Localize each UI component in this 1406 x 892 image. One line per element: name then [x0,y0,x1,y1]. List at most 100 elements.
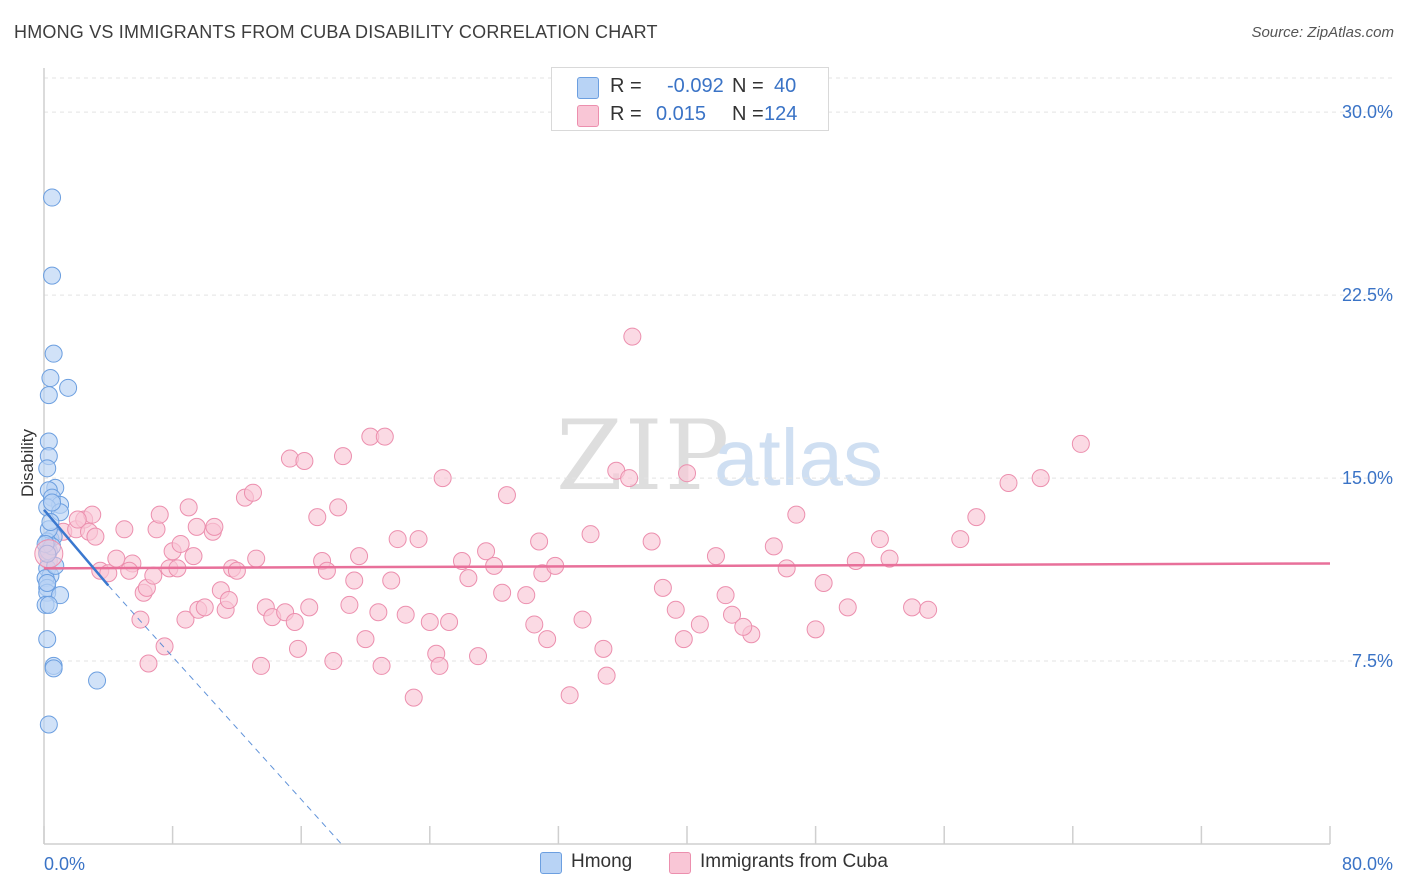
cuba-point [300,598,319,617]
y-tick-label: 7.5% [1352,651,1393,671]
cuba-trend-line [43,562,1331,570]
hmong-point [39,386,58,405]
cuba-point [252,656,271,675]
y-axis-label: Disability [18,428,37,497]
legend-r-label: R = [610,75,642,97]
hmong-point [44,659,63,678]
hmong-point [39,715,58,734]
hmong-point [41,369,60,388]
cuba-point [716,586,735,605]
cuba-point [340,595,359,614]
cuba-point [68,510,87,529]
x-tick-label-max: 80.0% [1342,854,1393,874]
cuba-point [880,549,899,568]
cuba-point [806,620,825,639]
cuba-point [333,447,352,466]
cuba-swatch [577,105,599,127]
cuba-point [285,613,304,632]
cuba-point [345,571,364,590]
cuba-point [350,547,369,566]
cuba-point [452,552,471,571]
cuba-point [787,505,806,524]
cuba-point [107,549,126,568]
cuba-point [388,530,407,549]
hmong-point [59,378,78,397]
legend-r-value: 0.015 [656,103,707,125]
cuba-point [34,539,64,569]
hmong-point [43,188,62,207]
cuba-point [525,615,544,634]
cuba-point [187,517,206,536]
cuba-point [195,598,214,617]
y-tick-label: 30.0% [1342,102,1393,122]
cuba-point [139,654,158,673]
cuba-point [150,505,169,524]
cuba-point [317,561,336,580]
cuba-point [560,686,579,705]
cuba-point [690,615,709,634]
y-tick-label: 15.0% [1342,468,1393,488]
cuba-point [115,520,134,539]
cuba-point [205,517,224,536]
cuba-point [329,498,348,517]
cuba-point [247,549,266,568]
cuba-point [372,656,391,675]
hmong-point [88,671,107,690]
cuba-point [86,527,105,546]
x-tick-label-min: 0.0% [44,854,85,874]
hmong-swatch [577,77,599,99]
hmong-point [38,630,57,649]
cuba-point [120,561,139,580]
cuba-point [227,561,246,580]
cuba-point [838,598,857,617]
hmong-legend-label: Hmong [571,851,633,872]
cuba-point [620,469,639,488]
cuba-point [581,525,600,544]
cuba-point [155,637,174,656]
cuba-point [131,610,150,629]
cuba-point [1071,434,1090,453]
hmong-trend-line [43,508,110,587]
hmong-point [43,493,62,512]
cuba-point [440,613,459,632]
cuba-point [477,542,496,561]
cuba-point [184,547,203,566]
cuba-point [375,427,394,446]
cuba-point [674,630,693,649]
y-tick-label: 22.5% [1342,285,1393,305]
cuba-point [493,583,512,602]
cuba-point [653,578,672,597]
legend-row-cuba: R = 0.015 N = 124 [552,100,828,130]
cuba-point [459,569,478,588]
cuba-point [288,639,307,658]
cuba-point [308,508,327,527]
hmong-point [41,512,60,531]
cuba-point [846,552,865,571]
legend-n-value: 124 [764,103,798,125]
cuba-point [951,530,970,549]
cuba-point [356,630,375,649]
cuba-point [594,639,613,658]
cuba-point [243,483,262,502]
watermark-atlas: atlas [714,413,883,502]
cuba-point [870,530,889,549]
cuba-point [666,600,685,619]
cuba-point [517,586,536,605]
cuba-point [171,534,190,553]
cuba-point [903,598,922,617]
cuba-point [623,327,642,346]
cuba-point [409,530,428,549]
hmong-point [39,595,58,614]
legend-row-hmong: R = -0.092 N = 40 [552,72,828,102]
cuba-point [814,573,833,592]
cuba-point [144,566,163,585]
legend-r-value: -0.092 [667,75,724,97]
cuba-point [382,571,401,590]
hmong-point [38,573,57,592]
cuba-point [573,610,592,629]
cuba-legend-label: Immigrants from Cuba [700,851,888,872]
cuba-point [433,469,452,488]
chart-title: HMONG VS IMMIGRANTS FROM CUBA DISABILITY… [14,22,658,42]
cuba-point [219,591,238,610]
cuba-point [497,486,516,505]
